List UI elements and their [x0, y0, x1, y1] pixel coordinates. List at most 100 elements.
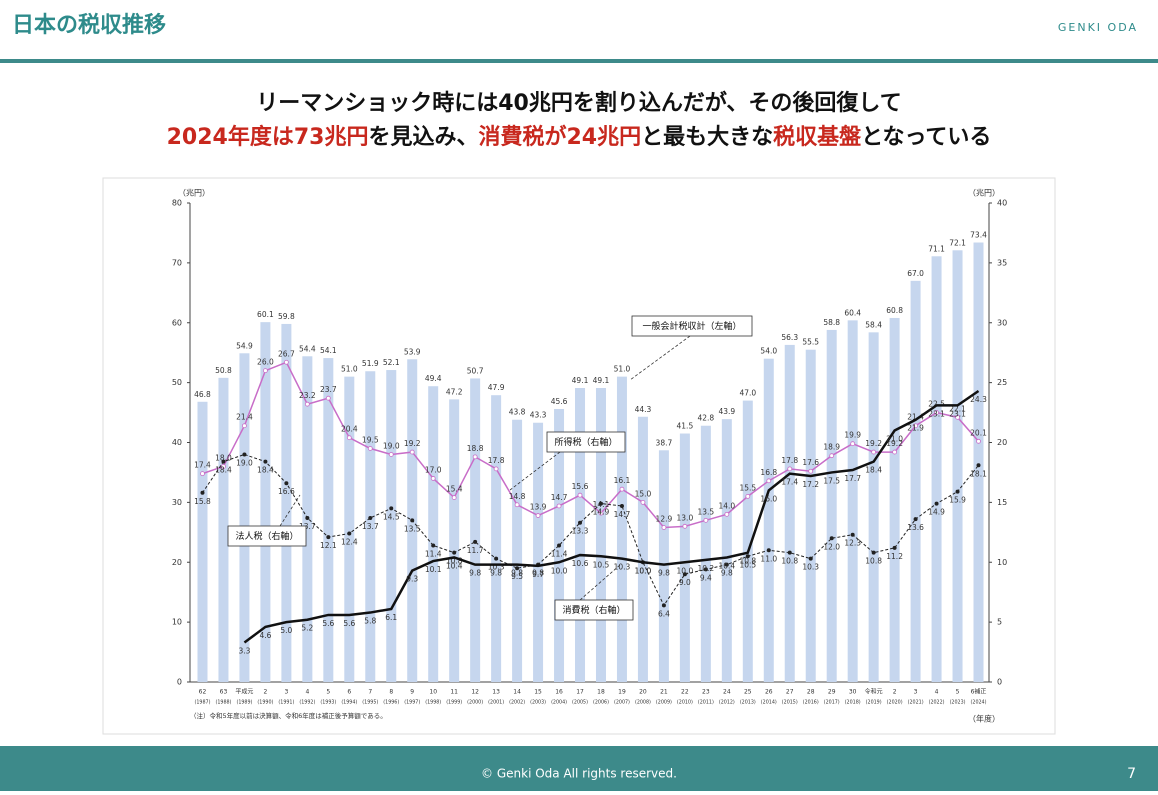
- line-value-label: 12.1: [320, 541, 337, 550]
- x-tick-label: 20: [639, 689, 647, 696]
- line-marker: [578, 520, 583, 525]
- bar-value-label: 58.8: [823, 318, 840, 327]
- line-value-label: 17.0: [425, 465, 442, 474]
- bar-value-label: 71.1: [928, 244, 945, 253]
- bar: [491, 395, 502, 682]
- line-value-label: 21.4: [236, 413, 253, 422]
- x-tick-label: 27: [786, 689, 794, 696]
- line-marker: [871, 449, 877, 455]
- line-value-label: 23.2: [299, 391, 316, 400]
- line-marker: [200, 471, 205, 477]
- line-marker: [703, 567, 708, 572]
- line-value-label: 10.2: [698, 564, 715, 573]
- page-number: 7: [1127, 766, 1136, 782]
- line-value-label: 15.8: [194, 497, 211, 506]
- line-value-label: 20.1: [970, 428, 987, 437]
- line-marker: [724, 562, 729, 567]
- bar-value-label: 58.4: [865, 320, 882, 329]
- x-tick-sublabel: (2010): [677, 700, 693, 706]
- line-value-label: 10.5: [593, 560, 610, 569]
- line-marker: [766, 478, 772, 484]
- copyright: © Genki Oda All rights reserved.: [481, 767, 677, 781]
- x-tick-label: 5: [956, 689, 960, 696]
- x-tick-label: 14: [513, 689, 521, 696]
- line-marker: [829, 536, 834, 541]
- line-marker: [305, 515, 310, 520]
- line-value-label: 3.3: [238, 646, 250, 655]
- y2-tick-label: 35: [997, 258, 1007, 267]
- x-tick-label: 8: [389, 689, 393, 696]
- x-tick-label: 29: [828, 689, 836, 696]
- line-value-label: 26.7: [278, 349, 295, 358]
- line-value-label: 14.7: [551, 493, 568, 502]
- y-tick-label: 10: [172, 618, 182, 627]
- line-marker: [724, 511, 730, 517]
- bar: [658, 450, 669, 682]
- line-value-label: 15.4: [446, 485, 463, 494]
- x-tick-sublabel: (1990): [257, 700, 273, 706]
- line-value-label: 13.5: [698, 507, 715, 516]
- line-marker: [661, 603, 666, 608]
- y2-tick-label: 40: [997, 199, 1007, 208]
- y-tick-label: 60: [172, 318, 182, 327]
- line-value-label: 10.0: [551, 566, 568, 575]
- line-marker: [976, 438, 981, 444]
- x-tick-sublabel: (1999): [446, 700, 462, 706]
- callout-label: 所得税（右軸）: [554, 436, 617, 448]
- bar-value-label: 41.5: [677, 422, 694, 431]
- bar-value-label: 49.1: [593, 376, 610, 385]
- line-value-label: 17.5: [823, 476, 840, 485]
- line-marker: [263, 368, 268, 374]
- line-value-label: 9.5: [511, 572, 523, 581]
- line-marker: [829, 453, 835, 459]
- bar-value-label: 47.9: [488, 383, 505, 392]
- line-value-label: 5.6: [322, 619, 334, 628]
- x-tick-sublabel: (1989): [236, 700, 252, 706]
- bar: [239, 353, 250, 682]
- bar: [386, 370, 397, 682]
- line-value-label: 9.3: [406, 575, 418, 584]
- bar: [428, 386, 439, 682]
- line-value-label: 18.8: [467, 444, 484, 453]
- line-value-label: 22.1: [949, 404, 966, 413]
- x-axis-label: （年度）: [968, 714, 1000, 724]
- line: [202, 361, 980, 529]
- line-marker: [850, 532, 855, 537]
- bar: [260, 322, 271, 682]
- x-tick-label: 25: [744, 689, 752, 696]
- line-marker: [494, 556, 499, 561]
- line-marker: [871, 550, 876, 555]
- bar: [910, 280, 921, 682]
- bar: [952, 250, 963, 682]
- line-value-label: 17.8: [781, 456, 798, 465]
- line-value-label: 18.0: [215, 453, 232, 462]
- x-tick-sublabel: (2015): [782, 700, 798, 706]
- bar-value-label: 73.4: [970, 231, 987, 240]
- x-tick-sublabel: (2006): [593, 700, 609, 706]
- line-marker: [389, 506, 394, 511]
- line-value-label: 5.8: [364, 617, 376, 626]
- line-marker: [682, 523, 688, 529]
- x-tick-label: 19: [618, 689, 626, 696]
- bar-value-label: 60.1: [257, 310, 274, 319]
- line-value-label: 9.4: [700, 573, 712, 582]
- bar-value-label: 47.0: [739, 389, 756, 398]
- bar: [512, 419, 523, 682]
- line-marker: [325, 395, 331, 401]
- bar: [449, 399, 460, 682]
- line-value-label: 10.0: [635, 566, 652, 575]
- line-marker: [452, 550, 457, 555]
- line-value-label: 10.0: [677, 566, 694, 575]
- line-value-label: 9.8: [511, 569, 523, 578]
- line-value-label: 10.3: [614, 563, 631, 572]
- x-tick-sublabel: (2014): [761, 700, 777, 706]
- headline-segment: を見込み、: [368, 125, 478, 150]
- line-value-label: 10.1: [425, 565, 442, 574]
- line-value-label: 5.2: [301, 624, 313, 633]
- line-marker: [934, 501, 939, 506]
- bar: [344, 376, 355, 682]
- line-value-label: 11.4: [551, 549, 568, 558]
- x-tick-label: 28: [807, 689, 815, 696]
- line-value-label: 20.4: [341, 425, 358, 434]
- line-value-label: 15.5: [739, 483, 756, 492]
